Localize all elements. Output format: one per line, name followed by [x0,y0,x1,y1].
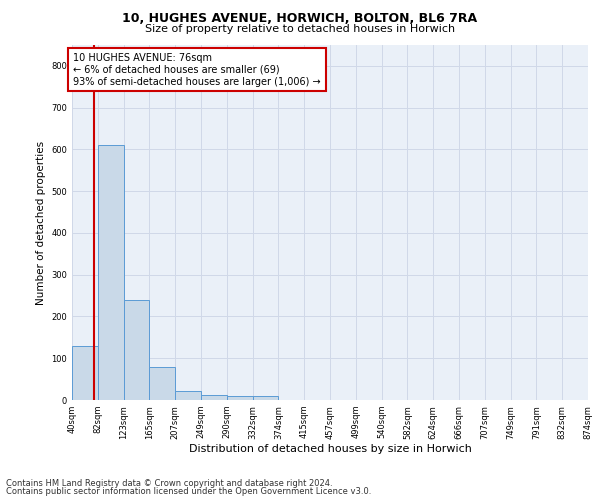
Bar [124,300,149,400]
Text: 10 HUGHES AVENUE: 76sqm
← 6% of detached houses are smaller (69)
93% of semi-det: 10 HUGHES AVENUE: 76sqm ← 6% of detached… [73,54,321,86]
Y-axis label: Number of detached properties: Number of detached properties [36,140,46,304]
Bar [227,396,253,400]
Bar [72,346,98,400]
Text: Size of property relative to detached houses in Horwich: Size of property relative to detached ho… [145,24,455,34]
Text: Contains public sector information licensed under the Open Government Licence v3: Contains public sector information licen… [6,487,371,496]
Bar [201,395,227,400]
Bar [149,366,175,400]
Text: 10, HUGHES AVENUE, HORWICH, BOLTON, BL6 7RA: 10, HUGHES AVENUE, HORWICH, BOLTON, BL6 … [122,12,478,26]
Bar [175,391,201,400]
X-axis label: Distribution of detached houses by size in Horwich: Distribution of detached houses by size … [188,444,472,454]
Bar [253,396,278,400]
Text: Contains HM Land Registry data © Crown copyright and database right 2024.: Contains HM Land Registry data © Crown c… [6,478,332,488]
Bar [98,145,124,400]
